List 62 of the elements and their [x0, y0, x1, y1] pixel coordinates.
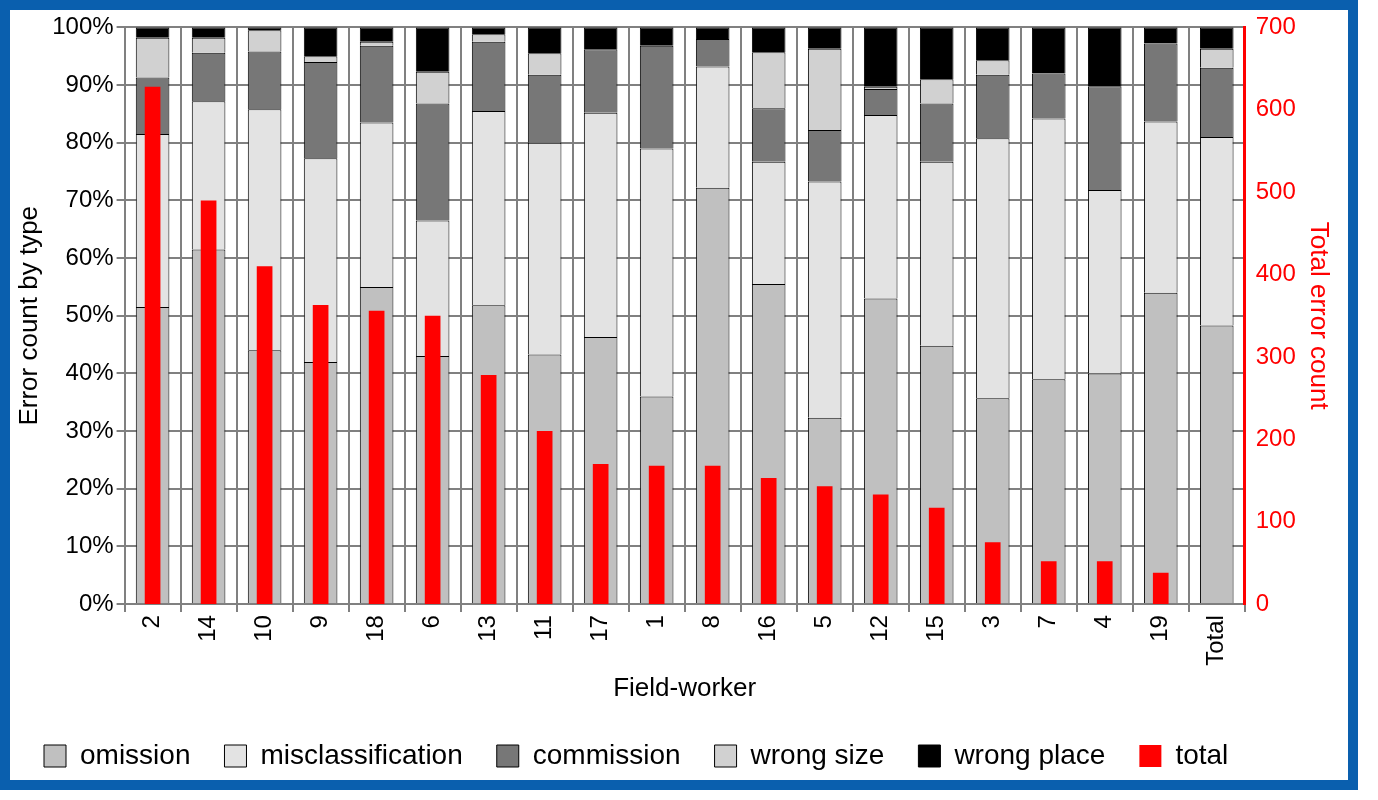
y-tick-label: 10% — [65, 531, 114, 559]
x-tick-label: 17 — [585, 615, 613, 642]
y-tick-label: 40% — [65, 358, 114, 386]
x-tick-label: 18 — [361, 615, 389, 642]
x-tick-label: 15 — [921, 615, 949, 642]
bar — [928, 507, 945, 605]
legend-label: wrong place — [953, 738, 1106, 770]
bar — [648, 465, 665, 605]
bar — [760, 478, 777, 605]
y-tick-label: 100% — [52, 12, 114, 40]
x-tick-label: 5 — [809, 615, 837, 629]
y-tick-label: 20% — [65, 473, 114, 501]
y2-axis-title: Total error count — [1305, 221, 1336, 411]
x-tick-label: 12 — [865, 615, 893, 642]
y-tick-label: 50% — [65, 300, 114, 328]
y2-tick-label: 100 — [1255, 506, 1296, 534]
bar — [1152, 572, 1169, 605]
legend-label: commission — [532, 738, 681, 770]
x-tick-label: 10 — [249, 615, 277, 642]
y-tick-label: 0% — [78, 588, 114, 616]
bar — [872, 494, 889, 605]
x-tick-label: 13 — [473, 615, 501, 642]
x-tick-label: 7 — [1033, 615, 1061, 629]
bar — [816, 486, 833, 605]
legend-label: wrong size — [749, 738, 885, 770]
bar — [536, 431, 553, 605]
x-axis-title: Field-worker — [613, 671, 757, 702]
bar — [704, 465, 721, 605]
legend-label: omission — [80, 738, 191, 770]
y-tick-label: 30% — [65, 415, 114, 443]
x-tick-label: 2 — [137, 615, 165, 629]
bar — [592, 464, 609, 605]
y2-tick-label: 0 — [1255, 588, 1270, 616]
x-tick-label: Total — [1201, 615, 1229, 666]
legend-label: total — [1175, 738, 1229, 770]
y-tick-label: 80% — [65, 127, 114, 155]
x-tick-label: 3 — [977, 615, 1005, 629]
legend-label: misclassification — [260, 738, 463, 770]
y-tick-label: 60% — [65, 242, 114, 270]
y-tick-label: 90% — [65, 69, 114, 97]
y2-tick-label: 400 — [1255, 259, 1296, 287]
y2-tick-label: 300 — [1255, 341, 1296, 369]
x-tick-label: 11 — [529, 615, 557, 641]
x-tick-label: 16 — [753, 615, 781, 642]
bar — [1096, 561, 1113, 605]
bar — [984, 542, 1001, 605]
bar — [359, 27, 394, 42]
y-axis-title: Error count by type — [12, 205, 43, 426]
x-tick-label: 4 — [1089, 615, 1117, 629]
x-tick-label: 9 — [305, 615, 333, 629]
x-tick-label: 1 — [641, 615, 669, 629]
y-tick-label: 70% — [65, 185, 114, 213]
x-tick-label: 6 — [417, 615, 445, 629]
y2-tick-label: 200 — [1255, 423, 1296, 451]
y2-tick-label: 700 — [1255, 12, 1296, 40]
bar — [863, 27, 898, 87]
y2-tick-label: 600 — [1255, 94, 1296, 122]
x-tick-label: 8 — [697, 615, 725, 629]
x-tick-label: 14 — [193, 615, 221, 642]
bar — [1040, 561, 1057, 605]
x-tick-label: 19 — [1145, 615, 1173, 642]
y2-tick-label: 500 — [1255, 176, 1296, 204]
